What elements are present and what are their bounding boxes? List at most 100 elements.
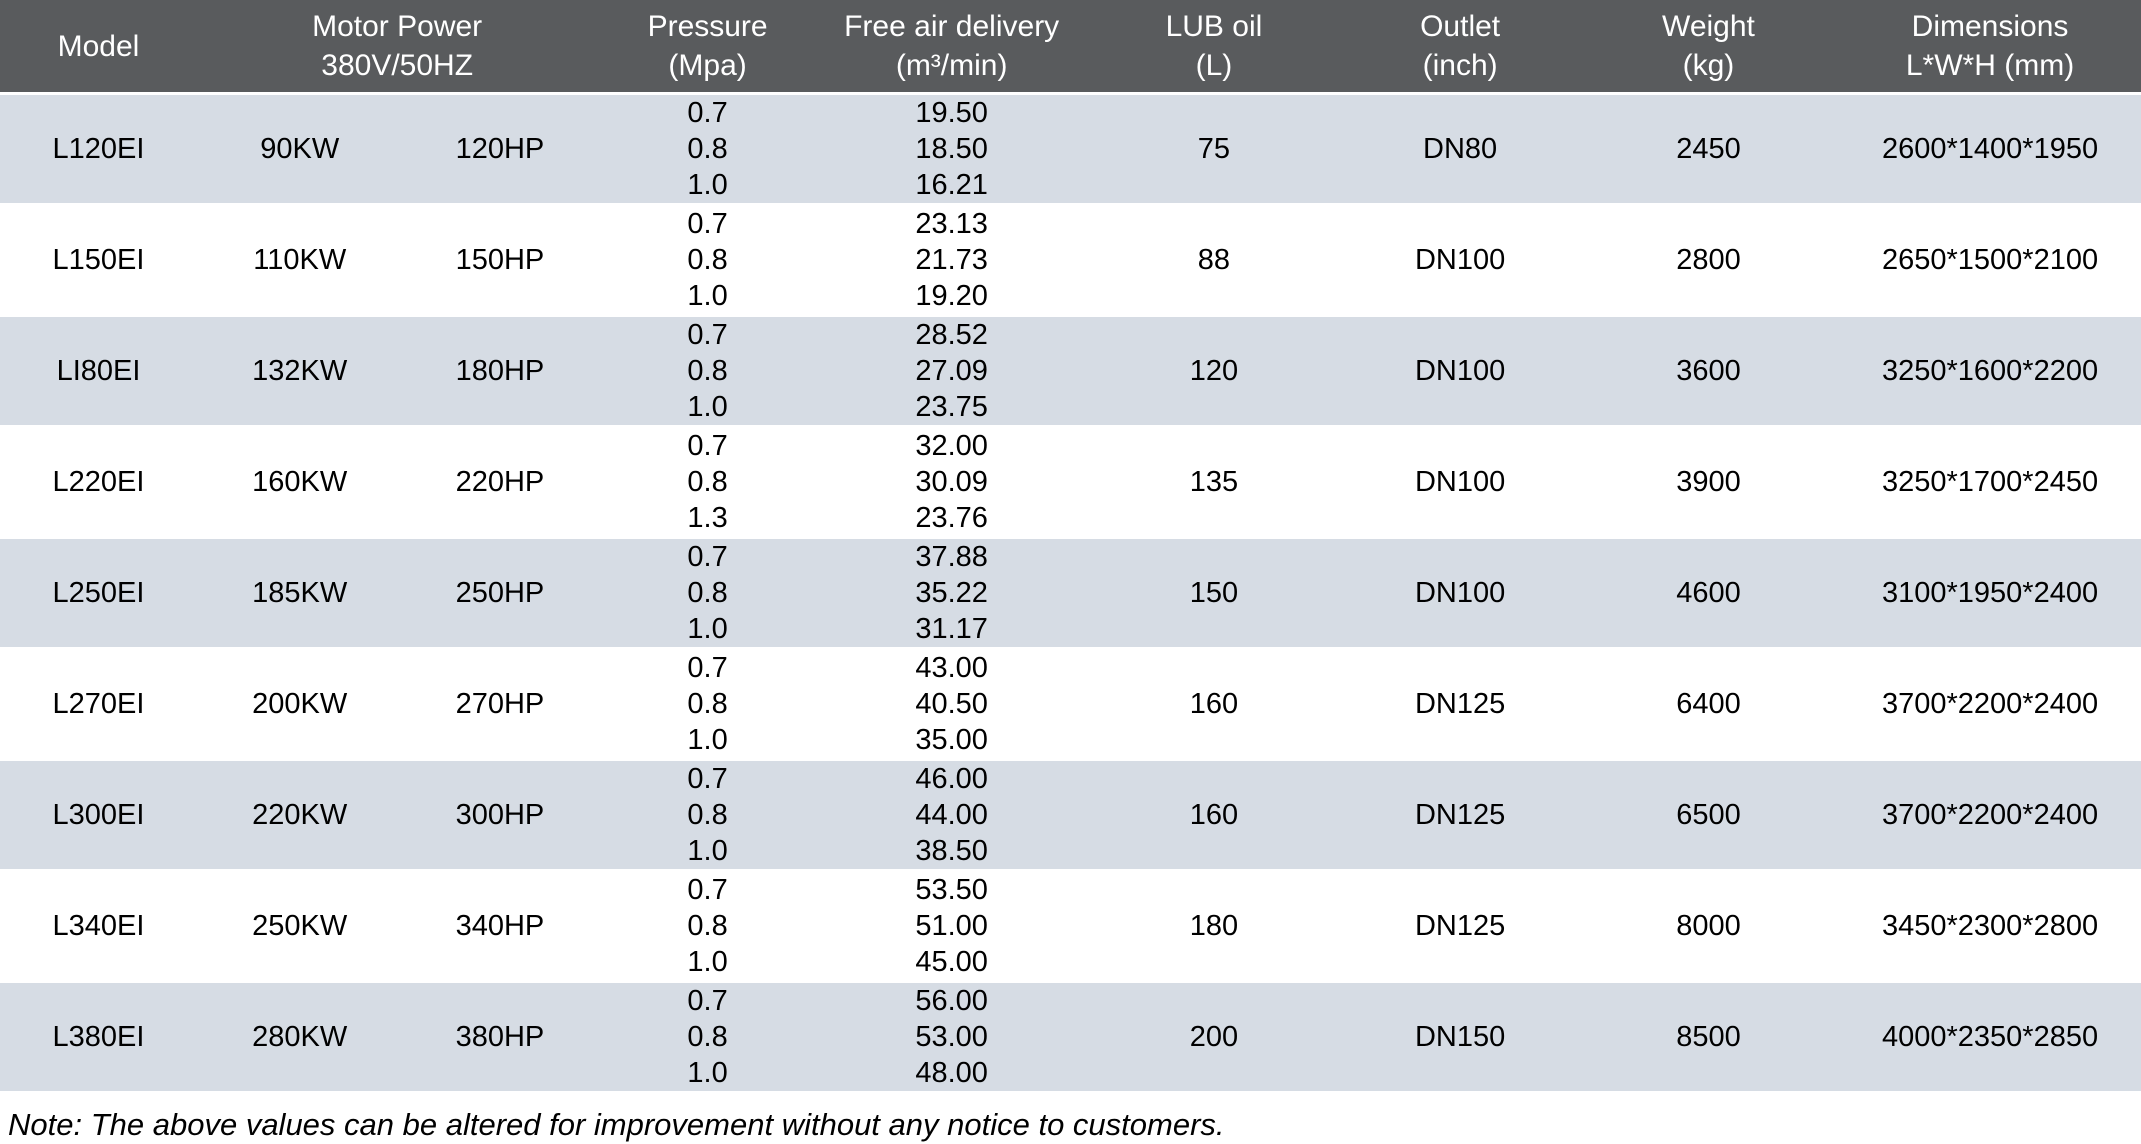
motor-power-hp-cell: 300HP	[402, 761, 598, 872]
motor-power-hp-cell: 220HP	[402, 428, 598, 539]
delivery-value: 27.09	[915, 355, 988, 387]
delivery-value: 56.00	[915, 985, 988, 1017]
delivery-value: 43.00	[915, 652, 988, 684]
pressure-value: 0.7	[687, 541, 728, 573]
pressure-value: 0.8	[687, 577, 728, 609]
table-row: L270EI 200KW 270HP 0.7 0.8 1.0 43.00 40.…	[0, 650, 2141, 761]
table-row: L300EI 220KW 300HP 0.7 0.8 1.0 46.00 44.…	[0, 761, 2141, 872]
lub-oil-cell: 135	[1085, 428, 1343, 539]
dimensions-cell: 2650*1500*2100	[1839, 206, 2141, 317]
motor-power-kw-cell: 185KW	[196, 539, 403, 650]
table-row: L120EI 90KW 120HP 0.7 0.8 1.0 19.50 18.5…	[0, 95, 2141, 206]
delivery-value: 23.76	[915, 502, 988, 534]
model-cell: L300EI	[0, 761, 197, 872]
col-header-dimensions: Dimensions L*W*H (mm)	[1839, 0, 2141, 95]
motor-power-kw-cell: 132KW	[196, 317, 403, 428]
pressure-value: 0.8	[687, 1021, 728, 1053]
pressure-value: 0.7	[687, 208, 728, 240]
delivery-value: 28.52	[915, 319, 988, 351]
motor-power-kw-cell: 200KW	[196, 650, 403, 761]
pressure-value: 0.8	[687, 688, 728, 720]
lub-oil-cell: 88	[1085, 206, 1343, 317]
motor-power-hp-cell: 120HP	[402, 95, 598, 206]
pressure-value: 0.7	[687, 430, 728, 462]
pressure-cell: 0.7 0.8 1.0	[597, 761, 818, 872]
delivery-value: 16.21	[915, 169, 988, 201]
dimensions-cell: 3700*2200*2400	[1839, 761, 2141, 872]
pressure-value: 0.8	[687, 244, 728, 276]
free-air-delivery-cell: 56.00 53.00 48.00	[817, 983, 1086, 1094]
delivery-value: 40.50	[915, 688, 988, 720]
pressure-value: 0.7	[687, 652, 728, 684]
delivery-value: 48.00	[915, 1057, 988, 1089]
pressure-value: 1.0	[687, 724, 728, 756]
pressure-value: 0.8	[687, 133, 728, 165]
outlet-cell: DN125	[1342, 872, 1578, 983]
pressure-cell: 0.7 0.8 1.0	[597, 206, 818, 317]
table-row: L380EI 280KW 380HP 0.7 0.8 1.0 56.00 53.…	[0, 983, 2141, 1094]
col-header-lub-oil: LUB oil (L)	[1085, 0, 1343, 95]
header-row: Model Motor Power 380V/50HZ Pressure (Mp…	[0, 0, 2141, 95]
weight-cell: 2800	[1577, 206, 1840, 317]
delivery-value: 44.00	[915, 799, 988, 831]
motor-power-kw-cell: 110KW	[196, 206, 403, 317]
compressor-spec-table: Model Motor Power 380V/50HZ Pressure (Mp…	[0, 0, 2141, 1094]
delivery-value: 51.00	[915, 910, 988, 942]
col-header-motor-power: Motor Power 380V/50HZ	[196, 0, 598, 95]
delivery-value: 53.00	[915, 1021, 988, 1053]
model-cell: L220EI	[0, 428, 197, 539]
motor-power-hp-cell: 150HP	[402, 206, 598, 317]
lub-oil-cell: 160	[1085, 761, 1343, 872]
weight-cell: 6400	[1577, 650, 1840, 761]
model-cell: LI80EI	[0, 317, 197, 428]
weight-cell: 2450	[1577, 95, 1840, 206]
outlet-cell: DN100	[1342, 317, 1578, 428]
pressure-cell: 0.7 0.8 1.0	[597, 983, 818, 1094]
pressure-value: 0.7	[687, 97, 728, 129]
model-cell: L150EI	[0, 206, 197, 317]
model-cell: L120EI	[0, 95, 197, 206]
dimensions-cell: 3700*2200*2400	[1839, 650, 2141, 761]
dimensions-cell: 2600*1400*1950	[1839, 95, 2141, 206]
weight-cell: 3600	[1577, 317, 1840, 428]
lub-oil-cell: 150	[1085, 539, 1343, 650]
lub-oil-cell: 180	[1085, 872, 1343, 983]
delivery-value: 19.20	[915, 280, 988, 312]
lub-oil-cell: 120	[1085, 317, 1343, 428]
model-cell: L340EI	[0, 872, 197, 983]
weight-cell: 6500	[1577, 761, 1840, 872]
dimensions-cell: 3250*1700*2450	[1839, 428, 2141, 539]
delivery-value: 23.13	[915, 208, 988, 240]
outlet-cell: DN150	[1342, 983, 1578, 1094]
table-row: LI80EI 132KW 180HP 0.7 0.8 1.0 28.52 27.…	[0, 317, 2141, 428]
spec-table-body: L120EI 90KW 120HP 0.7 0.8 1.0 19.50 18.5…	[0, 95, 2141, 1094]
free-air-delivery-cell: 43.00 40.50 35.00	[817, 650, 1086, 761]
pressure-value: 1.0	[687, 946, 728, 978]
table-row: L220EI 160KW 220HP 0.7 0.8 1.3 32.00 30.…	[0, 428, 2141, 539]
motor-power-hp-cell: 380HP	[402, 983, 598, 1094]
table-header: Model Motor Power 380V/50HZ Pressure (Mp…	[0, 0, 2141, 95]
pressure-value: 1.3	[687, 502, 728, 534]
outlet-cell: DN80	[1342, 95, 1578, 206]
col-header-weight: Weight (kg)	[1577, 0, 1840, 95]
weight-cell: 4600	[1577, 539, 1840, 650]
motor-power-hp-cell: 340HP	[402, 872, 598, 983]
dimensions-cell: 3100*1950*2400	[1839, 539, 2141, 650]
free-air-delivery-cell: 46.00 44.00 38.50	[817, 761, 1086, 872]
pressure-value: 0.7	[687, 874, 728, 906]
outlet-cell: DN125	[1342, 761, 1578, 872]
delivery-value: 18.50	[915, 133, 988, 165]
col-header-free-air-delivery: Free air delivery (m³/min)	[817, 0, 1086, 95]
motor-power-hp-cell: 180HP	[402, 317, 598, 428]
free-air-delivery-cell: 28.52 27.09 23.75	[817, 317, 1086, 428]
motor-power-kw-cell: 160KW	[196, 428, 403, 539]
lub-oil-cell: 75	[1085, 95, 1343, 206]
dimensions-cell: 4000*2350*2850	[1839, 983, 2141, 1094]
delivery-value: 46.00	[915, 763, 988, 795]
pressure-value: 1.0	[687, 835, 728, 867]
motor-power-kw-cell: 250KW	[196, 872, 403, 983]
motor-power-hp-cell: 250HP	[402, 539, 598, 650]
pressure-value: 0.8	[687, 466, 728, 498]
free-air-delivery-cell: 23.13 21.73 19.20	[817, 206, 1086, 317]
delivery-value: 38.50	[915, 835, 988, 867]
